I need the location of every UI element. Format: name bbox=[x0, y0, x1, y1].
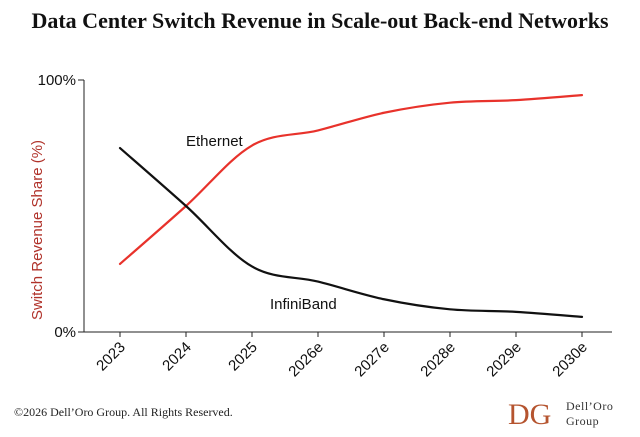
ticks: 100% 0% 2023 2024 2025 2026e 2027e 2028e 2029e 20… bbox=[38, 72, 591, 380]
series-label-infiniband: InfiniBand bbox=[270, 296, 337, 313]
x-tick-label: 2029e bbox=[483, 339, 525, 381]
series-label-ethernet: Ethernet bbox=[186, 133, 244, 150]
y-tick-label: 0% bbox=[54, 324, 76, 341]
x-tick-label: 2028e bbox=[417, 339, 459, 381]
copyright-text: ©2026 Dell’Oro Group. All Rights Reserve… bbox=[14, 405, 233, 419]
y-tick-label: 100% bbox=[38, 72, 76, 89]
logo-text-line-2: Group bbox=[566, 414, 599, 428]
x-tick-label: 2026e bbox=[285, 339, 327, 381]
x-tick-label: 2024 bbox=[159, 339, 195, 375]
chart-title: Data Center Switch Revenue in Scale-out … bbox=[31, 8, 609, 33]
series-line-infiniband bbox=[118, 146, 584, 318]
x-tick-label: 2030e bbox=[549, 339, 591, 381]
dell-oro-logo: DG Dell’Oro Group bbox=[508, 398, 613, 431]
axes bbox=[78, 79, 612, 333]
series-layer: Ethernet InfiniBand bbox=[118, 94, 584, 318]
x-tick-label: 2027e bbox=[351, 339, 393, 381]
logo-monogram-icon: DG bbox=[508, 398, 551, 431]
x-tick-label: 2023 bbox=[93, 339, 129, 375]
series-line-ethernet bbox=[118, 94, 584, 266]
logo-text-line-1: Dell’Oro bbox=[566, 399, 613, 413]
y-axis-label: Switch Revenue Share (%) bbox=[29, 140, 46, 320]
x-tick-label: 2025 bbox=[225, 339, 261, 375]
